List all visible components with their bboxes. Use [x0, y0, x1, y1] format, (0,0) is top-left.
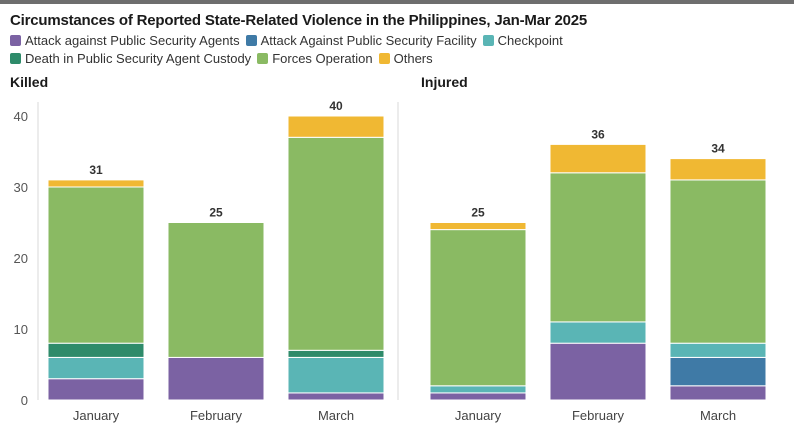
- bar-segment-forces-operation-january: [47, 186, 145, 344]
- killed-panel: Killed 0 10 20 30 40 31 January 25 February 40 Marc…: [0, 70, 396, 430]
- x-category-label-march: March: [318, 408, 354, 423]
- y-tick-label: 10: [14, 322, 28, 337]
- bar-segment-forces-operation-march: [669, 179, 767, 344]
- legend-swatch: [482, 34, 494, 46]
- y-tick-label: 40: [14, 109, 28, 124]
- total-label-february: 36: [591, 127, 605, 141]
- total-label-january: 25: [471, 206, 485, 220]
- total-label-february: 25: [209, 206, 223, 220]
- x-category-label-march: March: [700, 408, 736, 423]
- bar-segment-attack-against-public-security-agents-march: [287, 392, 385, 401]
- legend-label: Attack against Public Security Agents: [25, 32, 240, 48]
- bar-segment-others-february: [549, 143, 647, 174]
- legend-item-forces-operation: Forces Operation: [257, 50, 373, 66]
- legend-swatch: [378, 52, 390, 64]
- legend-label: Forces Operation: [272, 50, 373, 66]
- total-label-march: 34: [711, 142, 725, 156]
- bar-segment-forces-operation-february: [549, 172, 647, 323]
- legend-item-attack-against-public-security-agents: Attack against Public Security Agents: [10, 32, 240, 48]
- bar-segment-attack-against-public-security-agents-march: [669, 385, 767, 401]
- y-tick-label: 20: [14, 251, 28, 266]
- chart-title: Circumstances of Reported State-Related …: [10, 12, 588, 29]
- total-label-january: 31: [89, 163, 103, 177]
- legend-item-others: Others: [378, 50, 433, 66]
- legend-item-checkpoint: Checkpoint: [482, 32, 563, 48]
- bar-segment-others-january: [429, 222, 527, 231]
- legend-swatch: [10, 52, 21, 64]
- bar-segment-checkpoint-march: [287, 356, 385, 394]
- bar-segment-checkpoint-february: [549, 321, 647, 344]
- legend-label: Others: [393, 50, 433, 66]
- injured-chart-svg: Injured 25 January 36 February 34 March: [397, 74, 767, 423]
- y-tick-label: 30: [14, 180, 28, 195]
- killed-panel-title: Killed: [10, 74, 48, 90]
- top-rule: [0, 0, 794, 4]
- injured-panel: Injured 25 January 36 February 34 March: [397, 70, 794, 430]
- legend-label: Attack Against Public Security Facility: [260, 32, 477, 48]
- bar-segment-others-march: [287, 115, 385, 138]
- bar-segment-others-march: [669, 158, 767, 181]
- legend-swatch: [245, 34, 257, 46]
- killed-chart-svg: Killed 0 10 20 30 40 31 January 25 February 40 Marc…: [10, 74, 385, 423]
- bar-segment-forces-operation-february: [167, 222, 265, 358]
- legend-label: Checkpoint: [497, 32, 563, 48]
- total-label-march: 40: [329, 99, 343, 113]
- x-category-label-february: February: [572, 408, 625, 423]
- bar-segment-others-january: [47, 179, 145, 188]
- bar-segment-checkpoint-march: [669, 342, 767, 358]
- bar-segment-checkpoint-january: [47, 356, 145, 380]
- legend-item-attack-against-public-security-facility: Attack Against Public Security Facility: [245, 32, 477, 48]
- legend-swatch: [10, 34, 21, 46]
- x-category-label-january: January: [455, 408, 502, 423]
- legend-swatch: [257, 52, 269, 64]
- bar-segment-attack-against-public-security-facility-march: [669, 356, 767, 387]
- bar-segment-attack-against-public-security-agents-january: [47, 378, 145, 401]
- bar-segment-forces-operation-january: [429, 229, 527, 387]
- x-category-label-january: January: [73, 408, 120, 423]
- bar-segment-attack-against-public-security-agents-february: [549, 342, 647, 401]
- bar-segment-attack-against-public-security-agents-february: [167, 356, 265, 401]
- bar-segment-checkpoint-january: [429, 385, 527, 394]
- bar-segment-attack-against-public-security-agents-january: [429, 392, 527, 401]
- bar-segment-death-in-public-security-agent-custody-january: [47, 342, 145, 358]
- legend-label: Death in Public Security Agent Custody: [25, 50, 252, 66]
- bar-segment-death-in-public-security-agent-custody-march: [287, 349, 385, 358]
- legend-item-death-in-public-security-agent-custody: Death in Public Security Agent Custody: [10, 50, 251, 66]
- legend: Attack against Public Security Agents Att…: [10, 32, 610, 66]
- bar-segment-forces-operation-march: [287, 136, 385, 351]
- injured-panel-title: Injured: [421, 74, 468, 90]
- x-category-label-february: February: [190, 408, 243, 423]
- y-tick-label: 0: [21, 393, 28, 408]
